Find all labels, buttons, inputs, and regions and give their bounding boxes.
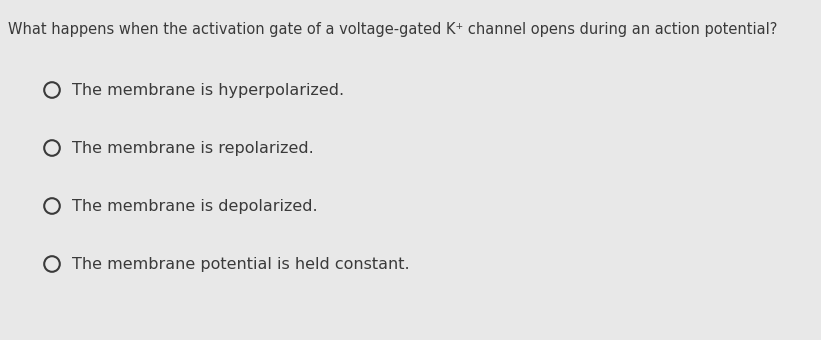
Point [45,145,58,151]
Point [45,203,58,209]
Point [45,87,58,93]
Text: The membrane is hyperpolarized.: The membrane is hyperpolarized. [72,83,344,98]
Point [45,261,58,267]
Text: The membrane is depolarized.: The membrane is depolarized. [72,199,318,214]
Text: The membrane potential is held constant.: The membrane potential is held constant. [72,256,410,272]
Text: What happens when the activation gate of a voltage-gated K⁺ channel opens during: What happens when the activation gate of… [8,22,777,37]
Text: The membrane is repolarized.: The membrane is repolarized. [72,140,314,155]
